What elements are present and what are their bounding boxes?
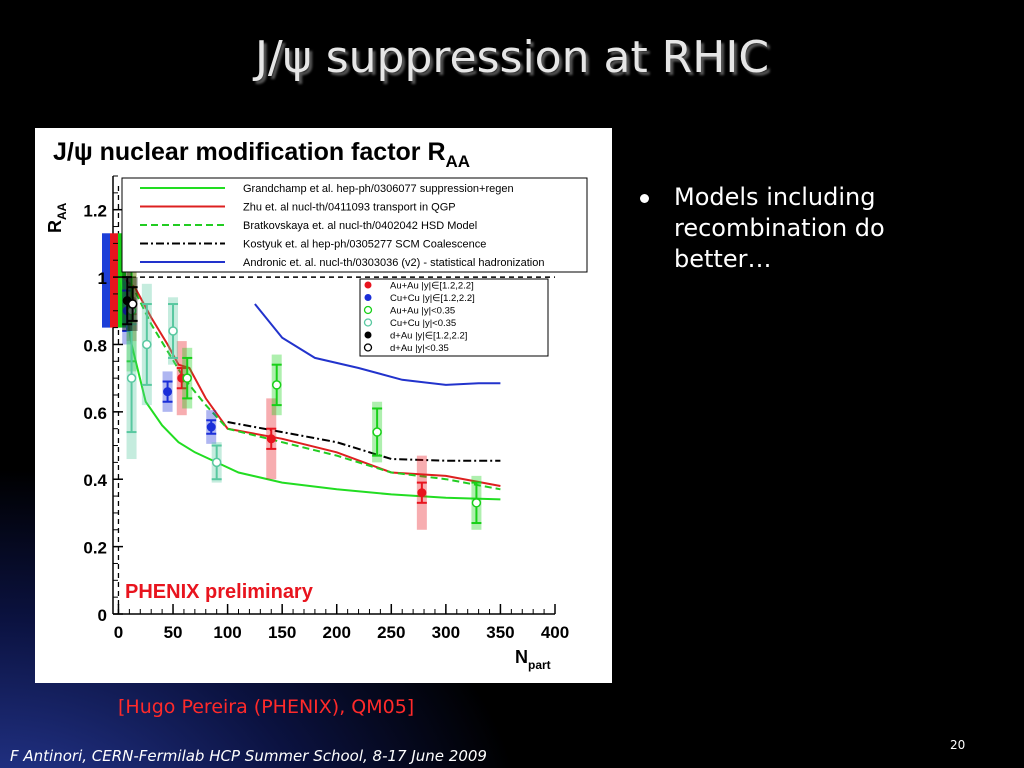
data-legend-marker xyxy=(363,343,373,352)
x-tick-label: 150 xyxy=(268,623,296,642)
data-point xyxy=(271,380,282,390)
pp-normalization-band xyxy=(110,233,118,328)
model-curve xyxy=(227,421,501,462)
bullet-dot-icon xyxy=(640,194,649,203)
slide-title: J/ψ suppression at RHIC xyxy=(254,32,770,83)
x-axis-label-subscript: part xyxy=(528,658,551,672)
y-tick-label: 0 xyxy=(98,606,107,625)
x-tick-label: 0 xyxy=(114,623,123,642)
model-legend-label: Zhu et. al nucl-th/0411093 transport in … xyxy=(243,202,456,214)
footer-text: F Antinori, CERN-Fermilab HCP Summer Sch… xyxy=(10,747,487,765)
x-tick-label: 350 xyxy=(486,623,514,642)
slide-number: 20 xyxy=(950,738,966,752)
data-point xyxy=(163,387,173,397)
x-tick-label: 100 xyxy=(213,623,241,642)
y-tick-label: 0.4 xyxy=(83,471,107,490)
data-legend-label: Au+Au |y|<0.35 xyxy=(390,306,455,317)
data-legend-label: Cu+Cu |y|<0.35 xyxy=(390,318,456,329)
data-point xyxy=(182,373,192,383)
chart-title: J/ψ nuclear modification factor RAA xyxy=(53,138,470,171)
data-point xyxy=(127,299,138,309)
pp-normalization-band xyxy=(102,233,110,328)
x-tick-label: 50 xyxy=(164,623,183,642)
model-legend-label: Bratkovskaya et. al nucl-th/0402042 HSD … xyxy=(243,220,477,232)
y-tick-label: 1 xyxy=(98,269,107,288)
raa-chart: 0 0.2 0.4 0.6 0.8 1 1.2 0 50 100 150 200 250 300 350 40… xyxy=(45,138,588,672)
y-tick-label: 0.8 xyxy=(83,336,107,355)
data-legend-label: Cu+Cu |y|∈[1.2,2.2] xyxy=(390,293,475,304)
x-tick-label: 250 xyxy=(377,623,405,642)
data-legend-marker xyxy=(364,281,372,289)
reference-citation: [Hugo Pereira (PHENIX), QM05] xyxy=(118,696,415,718)
data-point xyxy=(168,326,178,336)
data-legend-label: d+Au |y|<0.35 xyxy=(390,343,449,354)
data-point xyxy=(211,457,222,468)
data-legend-marker xyxy=(363,305,373,315)
data-point xyxy=(417,488,427,498)
data-legend-marker xyxy=(363,318,373,327)
model-legend-label: Andronic et. al. nucl-th/0303036 (v2) - … xyxy=(243,257,544,269)
data-point xyxy=(126,373,137,383)
y-tick-label: 0.6 xyxy=(83,404,107,423)
data-legend-marker xyxy=(364,331,372,339)
data-point xyxy=(266,434,276,444)
data-legend-marker xyxy=(364,294,372,301)
x-axis-label: Npart xyxy=(515,647,551,672)
legend-layer: Grandchamp et al. hep-ph/0306077 suppres… xyxy=(121,177,588,357)
model-legend-label: Kostyuk et. al hep-ph/0305277 SCM Coales… xyxy=(243,239,486,251)
x-tick-label: 200 xyxy=(323,623,351,642)
bullet-item: Models including recombination do better… xyxy=(640,182,940,275)
bullet-text: Models including recombination do better… xyxy=(674,183,885,273)
chart-title-subscript: AA xyxy=(446,152,471,171)
model-curve xyxy=(119,276,501,491)
data-layer xyxy=(122,250,482,530)
x-tick-label: 400 xyxy=(541,623,569,642)
y-axis-label: RAA xyxy=(45,202,69,233)
data-point xyxy=(471,498,482,508)
model-curve xyxy=(254,303,501,386)
y-axis-label-subscript: AA xyxy=(55,202,69,220)
y-tick-label: 1.2 xyxy=(83,202,107,221)
data-point xyxy=(142,339,152,350)
plot-panel: 0 0.2 0.4 0.6 0.8 1 1.2 0 50 100 150 200 250 300 350 40… xyxy=(35,128,612,683)
y-tick-label: 0.2 xyxy=(83,539,107,558)
model-legend-label: Grandchamp et al. hep-ph/0306077 suppres… xyxy=(243,183,514,195)
data-legend-label: Au+Au |y|∈[1.2,2.2] xyxy=(390,281,474,292)
tick-layer: 0 0.2 0.4 0.6 0.8 1 1.2 0 50 100 150 200 250 300 350 40… xyxy=(83,175,569,642)
data-legend-box xyxy=(359,278,549,357)
data-point xyxy=(372,427,382,437)
x-tick-label: 300 xyxy=(432,623,460,642)
phenix-preliminary-label: PHENIX preliminary xyxy=(125,581,314,603)
data-point xyxy=(206,422,216,432)
data-legend-label: d+Au |y|∈[1.2,2.2] xyxy=(390,331,467,342)
